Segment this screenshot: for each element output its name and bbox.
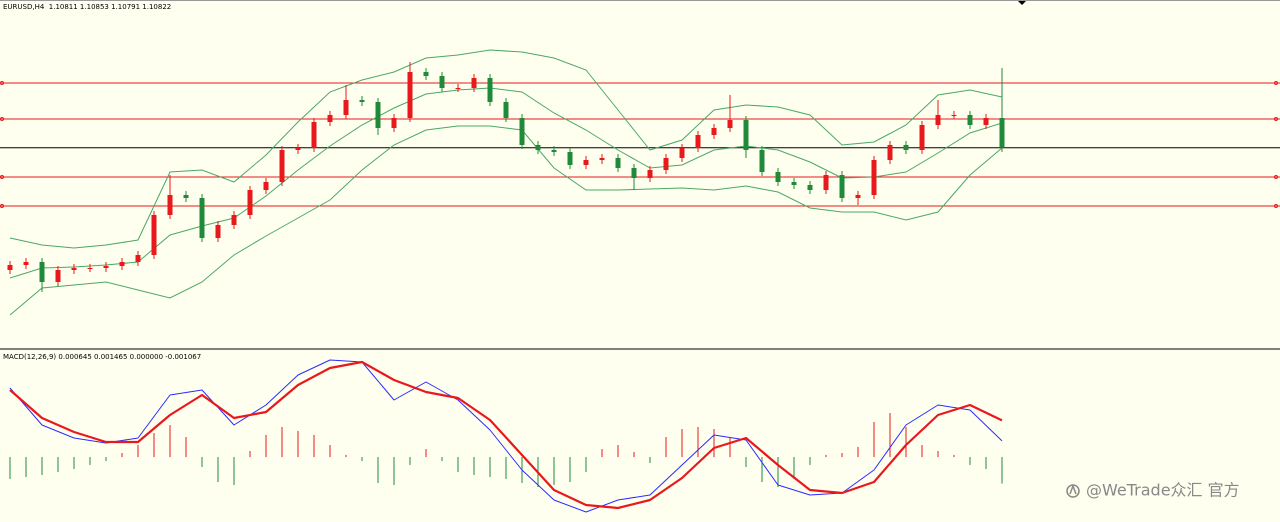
level-handle <box>1274 117 1278 121</box>
candle-body <box>695 135 701 148</box>
candle-body <box>599 158 605 160</box>
level-handle <box>0 204 4 208</box>
candle-body <box>119 262 125 266</box>
band-upper <box>9 49 1003 249</box>
candle-body <box>135 255 141 262</box>
candle-body <box>743 120 749 150</box>
level-handle <box>0 81 4 85</box>
candle-body <box>519 118 525 145</box>
candle-body <box>295 148 301 150</box>
candle-body <box>631 168 637 178</box>
candle-body <box>887 145 893 160</box>
candle-body <box>23 262 29 265</box>
macd-header: MACD(12,26,9) 0.000645 0.001465 0.000000… <box>3 353 201 361</box>
candle-body <box>215 225 221 238</box>
candle-body <box>279 150 285 182</box>
candle-body <box>311 122 317 148</box>
candle-body <box>263 182 269 190</box>
price-pane <box>0 49 1280 316</box>
candle-body <box>103 266 109 268</box>
candle-body <box>839 175 845 198</box>
candle-body <box>871 160 877 195</box>
candle-body <box>919 125 925 150</box>
candle-body <box>55 270 61 282</box>
candle-body <box>967 115 973 125</box>
candle-body <box>151 215 157 255</box>
level-handle <box>1274 81 1278 85</box>
candle-body <box>407 72 413 118</box>
candle-body <box>823 175 829 190</box>
candle-body <box>983 118 989 125</box>
candle-body <box>7 265 13 270</box>
band-middle <box>9 87 1003 279</box>
candle-body <box>647 170 653 178</box>
candle-body <box>231 215 237 225</box>
level-handle <box>1274 204 1278 208</box>
shift-marker <box>1018 1 1026 5</box>
candle-body <box>583 160 589 165</box>
candle-body <box>855 195 861 198</box>
candle-body <box>375 102 381 128</box>
candle-body <box>551 150 557 152</box>
candle-body <box>327 115 333 122</box>
candle-body <box>759 150 765 172</box>
candle-body <box>391 118 397 128</box>
candle-body <box>679 148 685 158</box>
candle-body <box>567 152 573 165</box>
level-handle <box>0 175 4 179</box>
candle-body <box>199 198 205 238</box>
candle-body <box>951 115 957 116</box>
candle-body <box>727 120 733 128</box>
signal-line <box>9 360 1003 510</box>
candle-body <box>439 76 445 88</box>
price-header: EURUSD,H4 1.10811 1.10853 1.10791 1.1082… <box>3 3 171 11</box>
candle-body <box>711 128 717 135</box>
candle-body <box>167 195 173 215</box>
watermark-icon <box>1066 483 1080 498</box>
candle-body <box>471 78 477 88</box>
candle-body <box>775 172 781 182</box>
candle-body <box>343 100 349 115</box>
candle-body <box>183 195 189 198</box>
level-handle <box>1274 175 1278 179</box>
candle-body <box>487 78 493 102</box>
candle-body <box>615 158 621 168</box>
macd-pane <box>9 359 1003 513</box>
candle-body <box>503 102 509 118</box>
candle-body <box>935 115 941 125</box>
candle-body <box>903 145 909 150</box>
candle-body <box>535 145 541 150</box>
candle-body <box>247 190 253 215</box>
watermark: @WeTrade众汇 官方 <box>1086 481 1240 500</box>
band-lower <box>9 125 1003 316</box>
candle-body <box>39 262 45 282</box>
candle-body <box>87 268 93 269</box>
candle-body <box>455 88 461 89</box>
candle-body <box>807 185 813 190</box>
candle-body <box>663 158 669 170</box>
candle-body <box>999 118 1005 148</box>
candle-body <box>423 72 429 76</box>
candle-body <box>791 182 797 185</box>
level-handle <box>0 117 4 121</box>
candle-body <box>359 100 365 102</box>
candle-body <box>71 268 77 270</box>
